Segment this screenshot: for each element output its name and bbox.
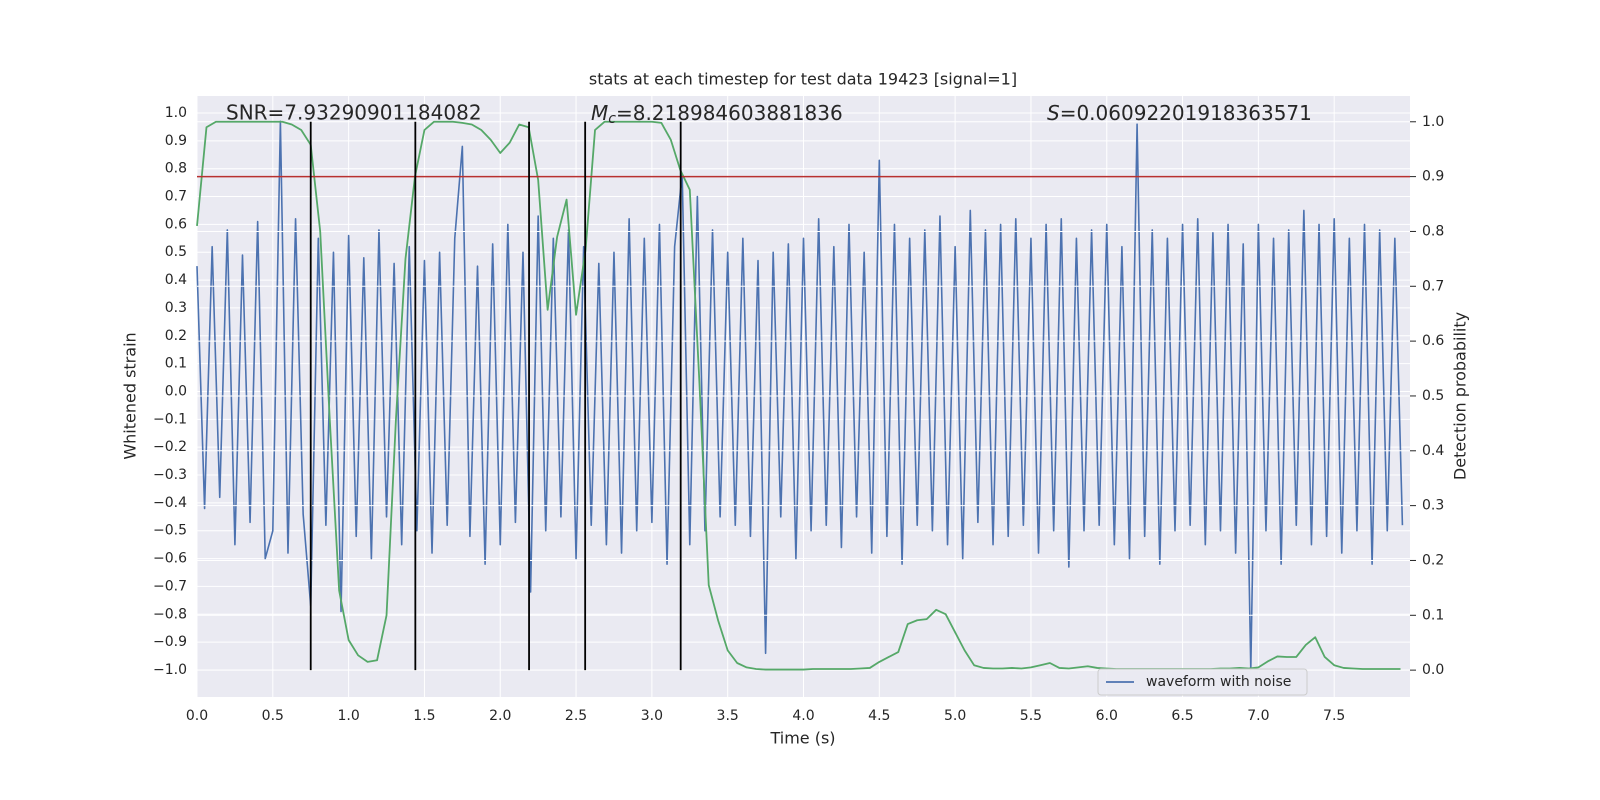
y-tick-label: 0.8 [165, 161, 187, 177]
x-tick-label: 6.0 [1096, 708, 1118, 724]
y-tick-label: 0.6 [165, 216, 187, 232]
y-tick-label: −0.2 [153, 439, 187, 455]
x-tick-label: 4.5 [868, 708, 890, 724]
y-tick-label: 0.3 [165, 300, 187, 316]
x-tick-label: 4.0 [792, 708, 814, 724]
y2-tick-label: 0.0 [1422, 662, 1444, 678]
x-tick-label: 3.0 [641, 708, 663, 724]
x-tick-label: 5.0 [944, 708, 966, 724]
y2-tick-label: 1.0 [1422, 114, 1444, 130]
data-layer [196, 120, 1404, 671]
y-tick-label: 0.0 [165, 383, 187, 399]
y2-tick-label: 0.1 [1422, 607, 1444, 623]
annotation-text: =8.218984603881836 [616, 101, 843, 125]
y2-tick-label: 0.2 [1422, 552, 1444, 568]
annotation-symbol: M [591, 101, 608, 125]
y-tick-label: −0.5 [153, 523, 187, 539]
annotation: Mc=8.218984603881836 [591, 101, 843, 128]
y-tick-label: −0.4 [153, 495, 187, 511]
series-line [196, 120, 1404, 671]
y-tick-label: 0.4 [165, 272, 187, 288]
annotation: S=0.06092201918363571 [1047, 101, 1312, 125]
chart-title: stats at each timestep for test data 194… [589, 70, 1017, 89]
y-tick-label: 1.0 [165, 105, 187, 121]
y-tick-label: −0.8 [153, 606, 187, 622]
y-tick-label: 0.1 [165, 356, 187, 372]
x-tick-label: 1.5 [413, 708, 435, 724]
x-tick-label: 7.5 [1323, 708, 1345, 724]
annotation: SNR=7.93290901184082 [226, 101, 482, 125]
y-tick-label: −0.9 [153, 634, 187, 650]
y-tick-label: 0.5 [165, 244, 187, 260]
y-tick-label: −0.7 [153, 578, 187, 594]
legend-label: waveform with noise [1146, 674, 1291, 690]
y-tick-label: −1.0 [153, 662, 187, 678]
x-axis-label: Time (s) [769, 729, 835, 748]
x-tick-label: 3.5 [717, 708, 739, 724]
y2-tick-label: 0.7 [1422, 278, 1444, 294]
x-tick-label: 1.0 [337, 708, 359, 724]
y2-tick-label: 0.5 [1422, 388, 1444, 404]
y-tick-label: −0.3 [153, 467, 187, 483]
y2-tick-label: 0.8 [1422, 223, 1444, 239]
x-tick-label: 0.5 [262, 708, 284, 724]
annotation-symbol: S [1047, 101, 1060, 125]
annotation-text: =0.06092201918363571 [1060, 101, 1312, 125]
x-tick-label: 7.0 [1247, 708, 1269, 724]
x-tick-label: 6.5 [1171, 708, 1193, 724]
legend-box [1097, 668, 1308, 696]
y-tick-label: 0.7 [165, 189, 187, 205]
x-tick-label: 2.0 [489, 708, 511, 724]
y2-tick-label: 0.4 [1422, 443, 1444, 459]
legend: waveform with noise [1097, 668, 1308, 696]
x-tick-label: 0.0 [186, 708, 208, 724]
y2-tick-label: 0.3 [1422, 498, 1444, 514]
y2-tick-label: 0.6 [1422, 333, 1444, 349]
x-tick-label: 2.5 [565, 708, 587, 724]
x-tick-label: 5.5 [1020, 708, 1042, 724]
y-tick-label: 0.2 [165, 328, 187, 344]
y-tick-label: 0.9 [165, 133, 187, 149]
y2-axis-label: Detection probability [1451, 312, 1470, 480]
annotation-subscript: c [608, 111, 616, 127]
y-tick-label: −0.6 [153, 551, 187, 567]
y2-tick-label: 0.9 [1422, 169, 1444, 185]
overlay-layer [196, 120, 1410, 671]
y-axis-label: Whitened strain [121, 332, 140, 459]
y-tick-label: −0.1 [153, 411, 187, 427]
